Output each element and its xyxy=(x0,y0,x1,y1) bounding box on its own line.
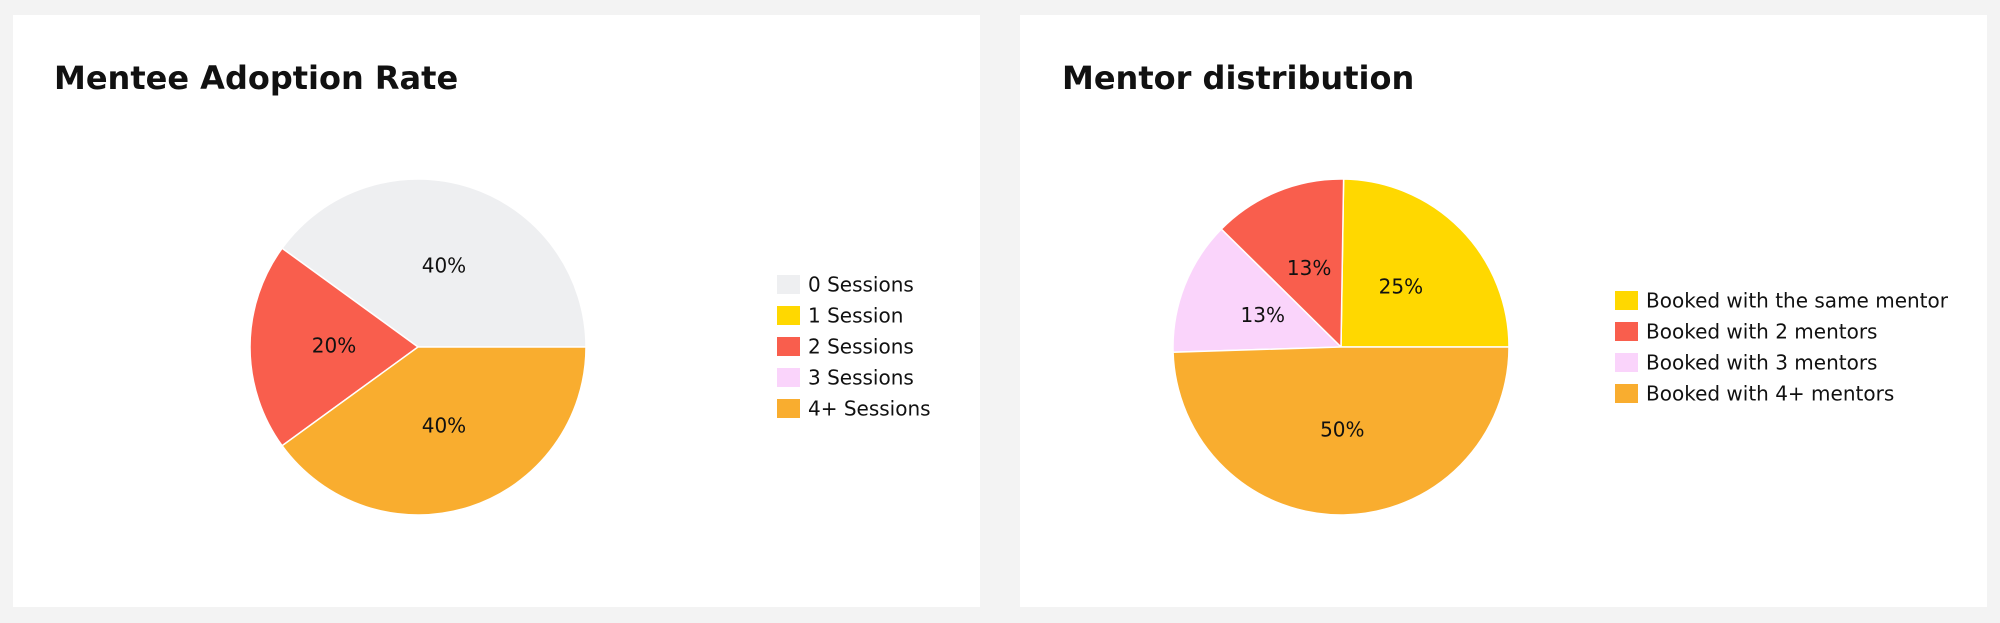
pie-slice xyxy=(1172,346,1510,516)
legend-swatch xyxy=(777,306,800,325)
data-label: 13% xyxy=(1241,303,1285,327)
legend-label: Booked with the same mentor xyxy=(1646,289,1949,313)
legend-swatch xyxy=(1615,322,1638,341)
data-label: 40% xyxy=(422,254,466,278)
data-label: 13% xyxy=(1287,256,1331,280)
pie-slice xyxy=(281,178,587,348)
pie-slice xyxy=(1220,178,1345,349)
data-label: 40% xyxy=(422,413,466,437)
pie-slice xyxy=(1340,178,1510,348)
legend-label: 4+ Sessions xyxy=(808,397,931,421)
legend-label: 1 Session xyxy=(808,304,903,328)
chart-title: Mentor distribution xyxy=(1062,59,1414,97)
legend-swatch xyxy=(1615,291,1638,310)
legend-swatch xyxy=(777,368,800,387)
legend-swatch xyxy=(777,337,800,356)
data-label: 20% xyxy=(312,334,356,358)
chart-title: Mentee Adoption Rate xyxy=(54,59,458,97)
data-label: 25% xyxy=(1379,275,1423,299)
legend-swatch xyxy=(777,399,800,418)
legend-swatch xyxy=(1615,353,1638,372)
legend-swatch xyxy=(1615,384,1638,403)
legend-label: 2 Sessions xyxy=(808,335,914,359)
legend-label: 0 Sessions xyxy=(808,273,914,297)
legend-swatch xyxy=(777,275,800,294)
pie-slice xyxy=(1172,228,1343,353)
legend-label: Booked with 4+ mentors xyxy=(1646,382,1894,406)
legend-label: Booked with 3 mentors xyxy=(1646,351,1877,375)
legend-label: Booked with 2 mentors xyxy=(1646,320,1877,344)
pie-slice xyxy=(281,346,587,516)
legend-label: 3 Sessions xyxy=(808,366,914,390)
pie-slice xyxy=(249,247,420,447)
data-label: 50% xyxy=(1320,417,1364,441)
